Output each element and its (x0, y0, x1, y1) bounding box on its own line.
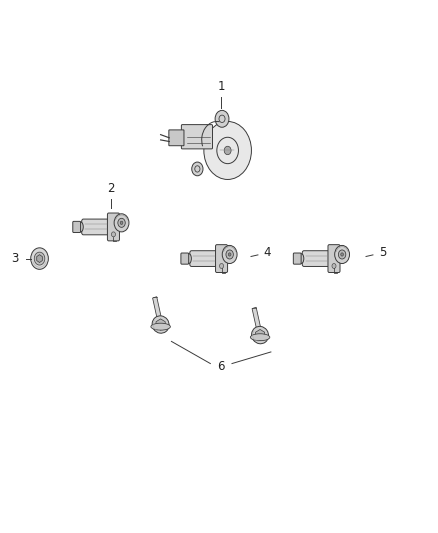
Polygon shape (252, 307, 262, 336)
Circle shape (111, 232, 116, 237)
Circle shape (341, 253, 343, 256)
Text: 6: 6 (217, 360, 225, 373)
FancyBboxPatch shape (302, 251, 331, 266)
Circle shape (226, 250, 233, 259)
Ellipse shape (152, 316, 169, 333)
Ellipse shape (186, 254, 191, 263)
Circle shape (120, 221, 123, 224)
Text: 5: 5 (379, 246, 386, 259)
Circle shape (224, 146, 231, 155)
FancyBboxPatch shape (215, 245, 228, 272)
Text: 2: 2 (107, 182, 115, 195)
Polygon shape (152, 297, 162, 325)
Circle shape (34, 252, 45, 265)
Text: 4: 4 (264, 246, 271, 259)
Circle shape (222, 245, 237, 263)
FancyBboxPatch shape (181, 125, 212, 149)
Polygon shape (37, 255, 42, 263)
Ellipse shape (251, 334, 270, 341)
Circle shape (228, 253, 231, 256)
Polygon shape (255, 329, 265, 341)
FancyBboxPatch shape (190, 251, 219, 266)
Circle shape (332, 263, 336, 269)
Polygon shape (156, 319, 165, 330)
Circle shape (31, 248, 48, 269)
Ellipse shape (78, 222, 83, 232)
FancyBboxPatch shape (82, 219, 110, 235)
Circle shape (335, 245, 350, 263)
Circle shape (339, 250, 346, 259)
FancyBboxPatch shape (169, 130, 184, 146)
Ellipse shape (299, 254, 304, 263)
Circle shape (204, 122, 251, 180)
FancyBboxPatch shape (328, 245, 340, 272)
Circle shape (219, 263, 223, 269)
Circle shape (118, 219, 125, 228)
Circle shape (215, 110, 229, 127)
Circle shape (192, 162, 203, 176)
FancyBboxPatch shape (293, 253, 301, 264)
Text: 3: 3 (11, 252, 18, 265)
FancyBboxPatch shape (181, 253, 189, 264)
Text: 1: 1 (217, 80, 225, 93)
FancyBboxPatch shape (73, 221, 81, 232)
Ellipse shape (151, 323, 170, 330)
Ellipse shape (251, 326, 268, 344)
Circle shape (114, 214, 129, 232)
FancyBboxPatch shape (107, 213, 120, 241)
